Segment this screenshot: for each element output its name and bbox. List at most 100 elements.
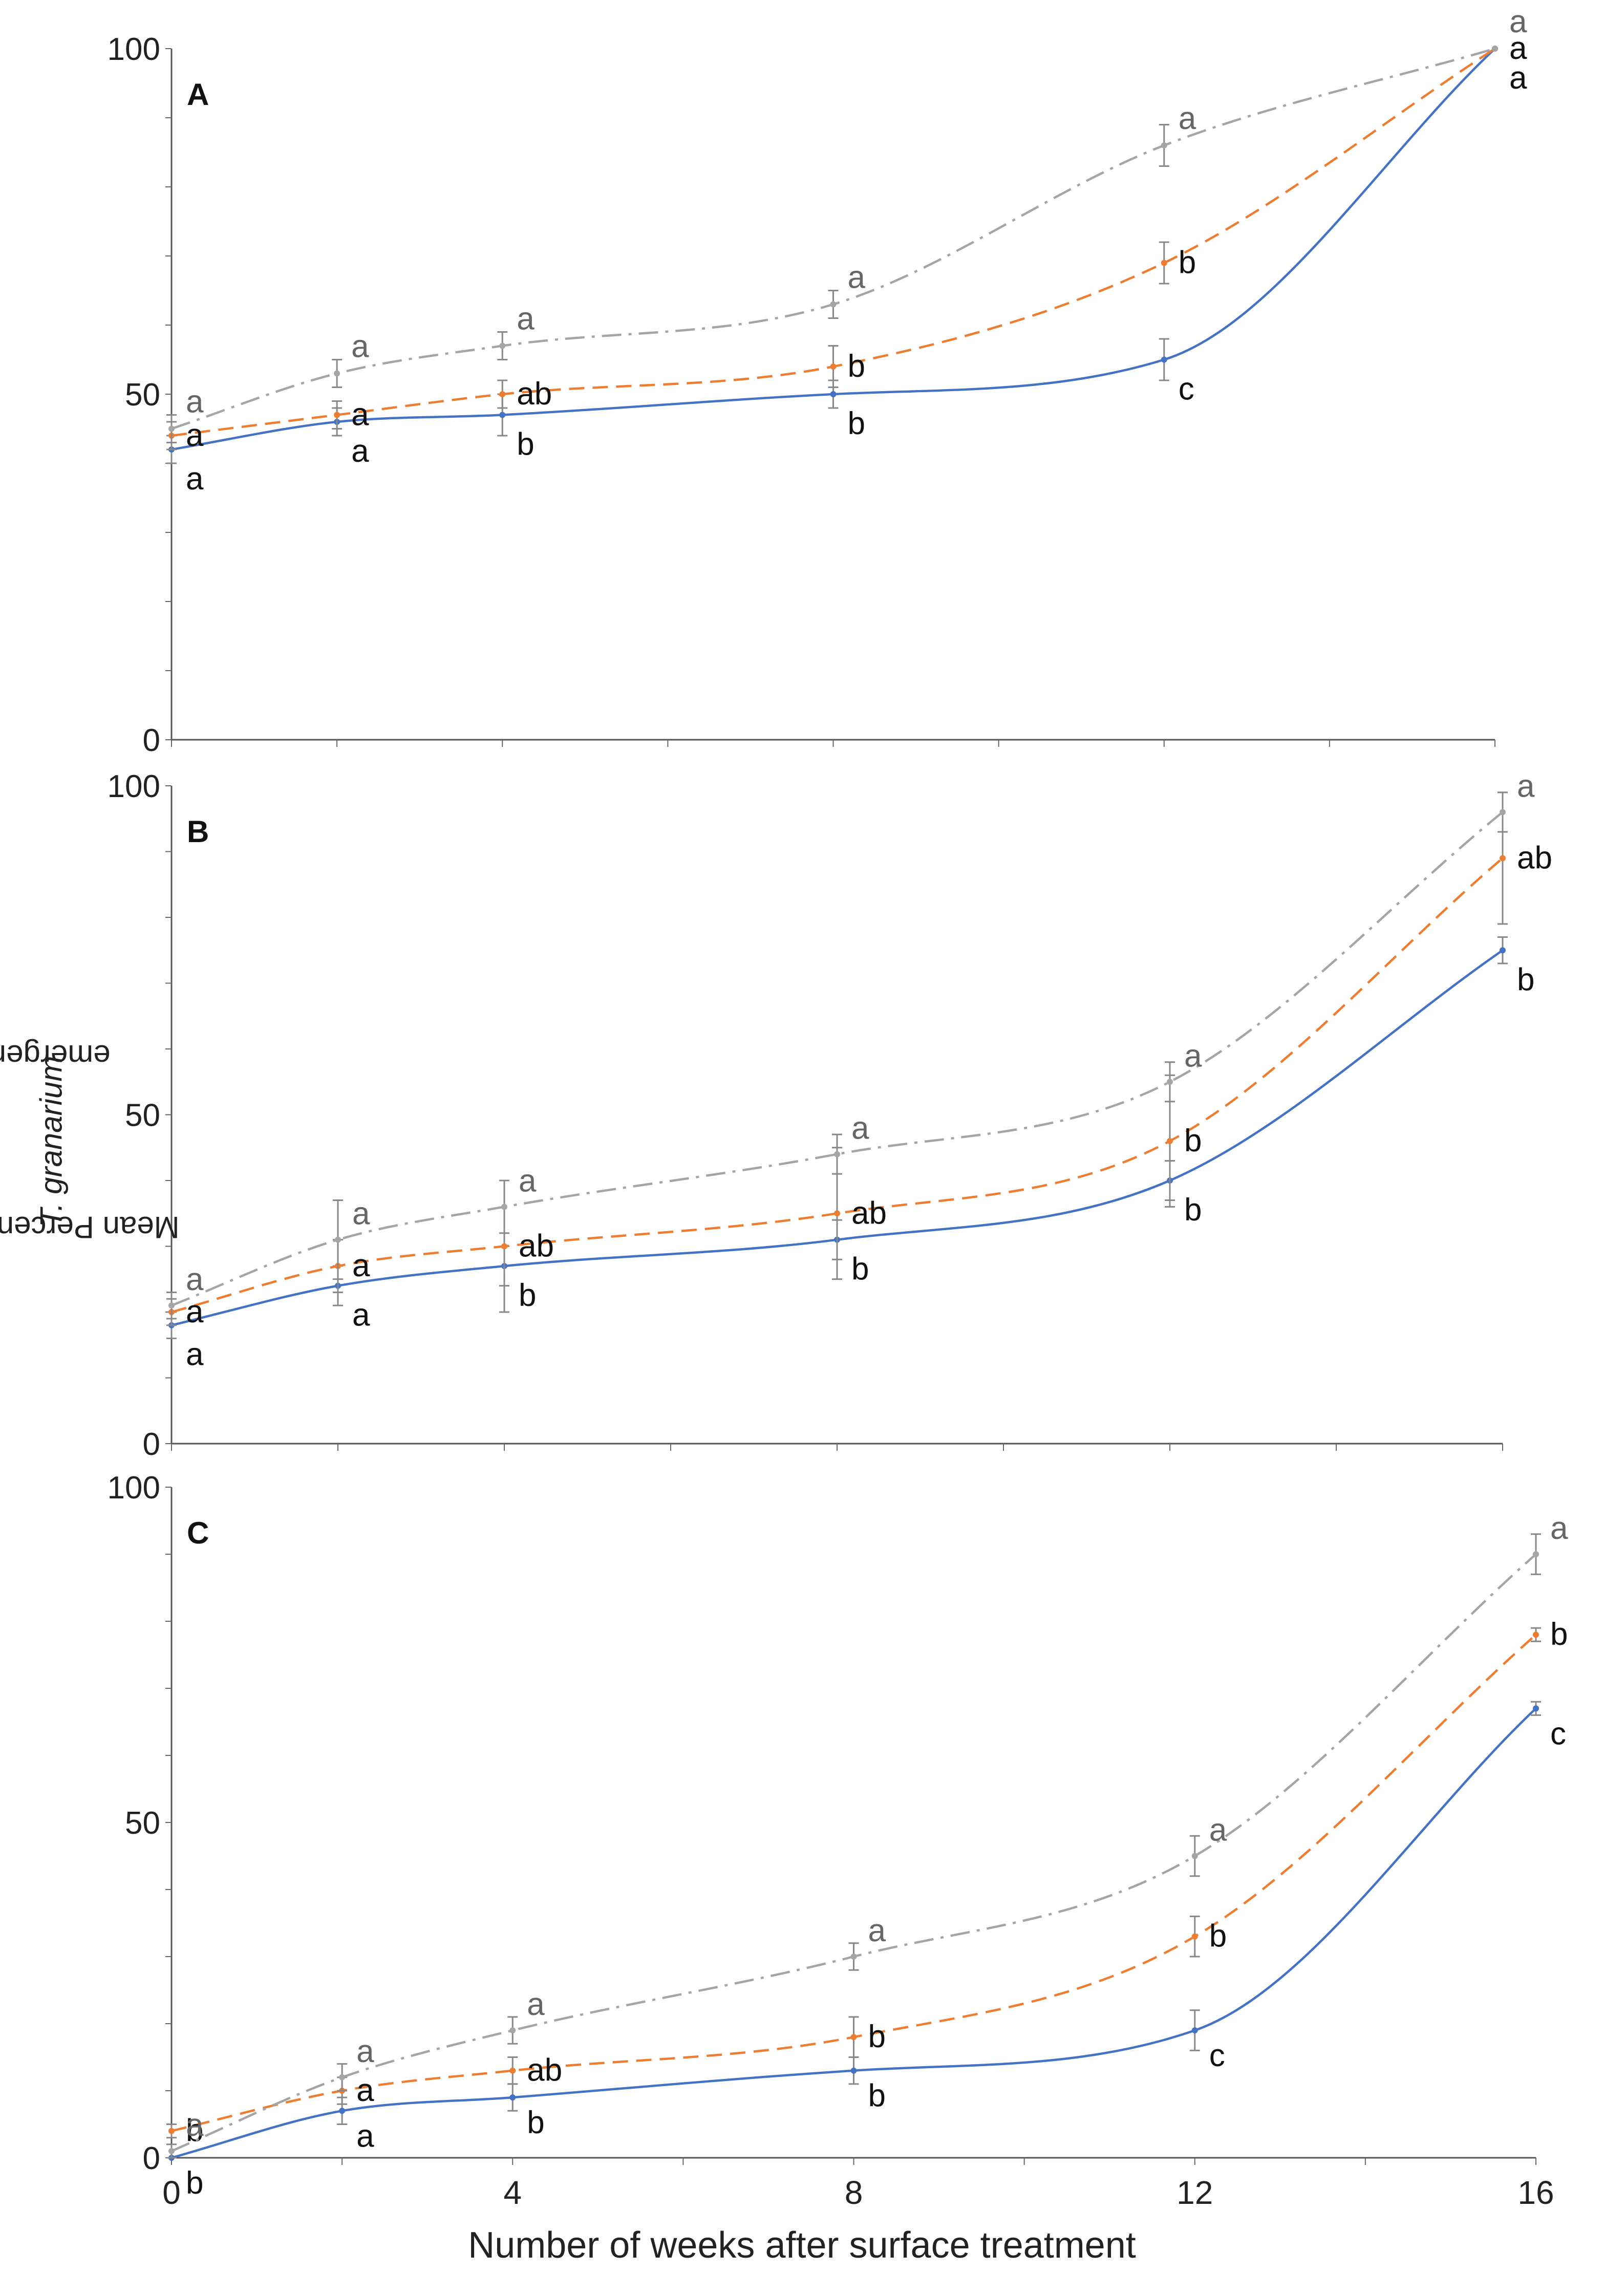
significance-letter: a xyxy=(351,397,369,433)
x-axis-label: Number of weeks after surface treatment xyxy=(468,2225,1136,2266)
significance-letter: b xyxy=(186,2165,203,2201)
significance-letter: ab xyxy=(519,1229,554,1264)
significance-letter: b xyxy=(1184,1123,1202,1158)
data-point xyxy=(830,301,837,308)
data-point xyxy=(499,412,506,418)
data-point xyxy=(334,370,340,377)
y-tick-label: 100 xyxy=(108,769,160,804)
significance-letter: ab xyxy=(851,1195,887,1231)
data-point xyxy=(850,2034,857,2041)
data-point xyxy=(834,1151,840,1157)
data-point xyxy=(334,412,340,418)
significance-letter: a xyxy=(868,1913,886,1948)
data-point xyxy=(509,2067,516,2074)
data-point xyxy=(1500,947,1506,954)
significance-letter: ab xyxy=(1517,840,1552,875)
data-point xyxy=(339,2074,346,2080)
significance-letter: a xyxy=(356,2034,374,2069)
significance-letter: b xyxy=(1209,1919,1227,1954)
significance-letter: a xyxy=(527,1987,545,2022)
significance-letter: b xyxy=(1517,962,1534,997)
data-point xyxy=(499,391,506,397)
significance-letter: a xyxy=(186,1294,204,1329)
significance-letter: c xyxy=(1179,372,1194,407)
significance-letter: b xyxy=(517,427,534,462)
significance-letter: a xyxy=(186,461,204,497)
data-point xyxy=(1500,855,1506,862)
x-tick-label: 8 xyxy=(845,2174,863,2211)
significance-letter: a xyxy=(851,1111,869,1146)
significance-letter: a xyxy=(352,1248,370,1283)
data-point xyxy=(1167,1079,1173,1085)
significance-letter: a xyxy=(1179,101,1196,136)
significance-letter: b xyxy=(519,1278,536,1313)
data-point xyxy=(1492,46,1498,52)
significance-letter: ab xyxy=(527,2053,562,2088)
significance-letter: b xyxy=(851,1252,869,1287)
significance-letter: a xyxy=(356,2073,374,2108)
data-point xyxy=(339,2108,346,2114)
y-tick-label: 0 xyxy=(143,723,160,758)
significance-letter: b xyxy=(1179,245,1196,281)
data-point xyxy=(850,1954,857,1960)
x-tick-label: 0 xyxy=(162,2174,181,2211)
data-point xyxy=(830,363,837,370)
x-tick-label: 4 xyxy=(503,2174,522,2211)
significance-letter: a xyxy=(356,2118,374,2154)
data-point xyxy=(830,391,837,397)
significance-letter: a xyxy=(186,2108,204,2143)
significance-letter: a xyxy=(1517,768,1535,804)
y-tick-label: 100 xyxy=(108,32,160,67)
data-point xyxy=(1167,1138,1173,1144)
significance-letter: a xyxy=(1209,1813,1227,1848)
data-point xyxy=(501,1204,507,1210)
significance-letter: a xyxy=(1550,1511,1568,1546)
data-point xyxy=(1191,2027,1198,2034)
significance-letter: a xyxy=(186,384,204,420)
significance-letter: a xyxy=(519,1163,537,1198)
data-point xyxy=(850,2067,857,2074)
data-point xyxy=(509,2027,516,2034)
series-line xyxy=(171,1707,1537,2159)
panel-title: B xyxy=(187,814,209,849)
data-point xyxy=(1191,1853,1198,1859)
data-point xyxy=(834,1210,840,1217)
significance-letter: b xyxy=(527,2105,544,2140)
data-point xyxy=(335,1236,341,1243)
y-tick-label: 50 xyxy=(125,1098,160,1133)
y-tick-label: 0 xyxy=(143,1427,160,1462)
data-point xyxy=(168,1302,175,1309)
significance-letter: a xyxy=(352,1298,370,1333)
data-point xyxy=(1161,142,1167,148)
significance-letter: a xyxy=(1509,31,1527,66)
significance-letter: c xyxy=(1550,1716,1566,1751)
data-point xyxy=(1533,1632,1539,1638)
significance-letter: ab xyxy=(517,376,552,412)
significance-letter: b xyxy=(848,406,865,441)
data-point xyxy=(1533,1551,1539,1557)
y-tick-label: 50 xyxy=(125,1806,160,1841)
significance-letter: b xyxy=(848,349,865,384)
data-point xyxy=(501,1243,507,1250)
significance-letter: a xyxy=(352,1196,370,1232)
y-axis-label-prefix: Mean Percentages of xyxy=(0,1210,180,1244)
significance-letter: a xyxy=(848,260,866,295)
y-axis-label-species: T. granarium xyxy=(34,1056,69,1228)
data-point xyxy=(168,2128,175,2134)
y-axis-label-suffix: emergence xyxy=(0,1039,111,1074)
data-point xyxy=(499,342,506,349)
data-point xyxy=(509,2094,516,2101)
significance-letter: c xyxy=(1209,2038,1225,2073)
significance-letter: a xyxy=(186,1337,204,1372)
significance-letter: b xyxy=(1184,1192,1202,1228)
